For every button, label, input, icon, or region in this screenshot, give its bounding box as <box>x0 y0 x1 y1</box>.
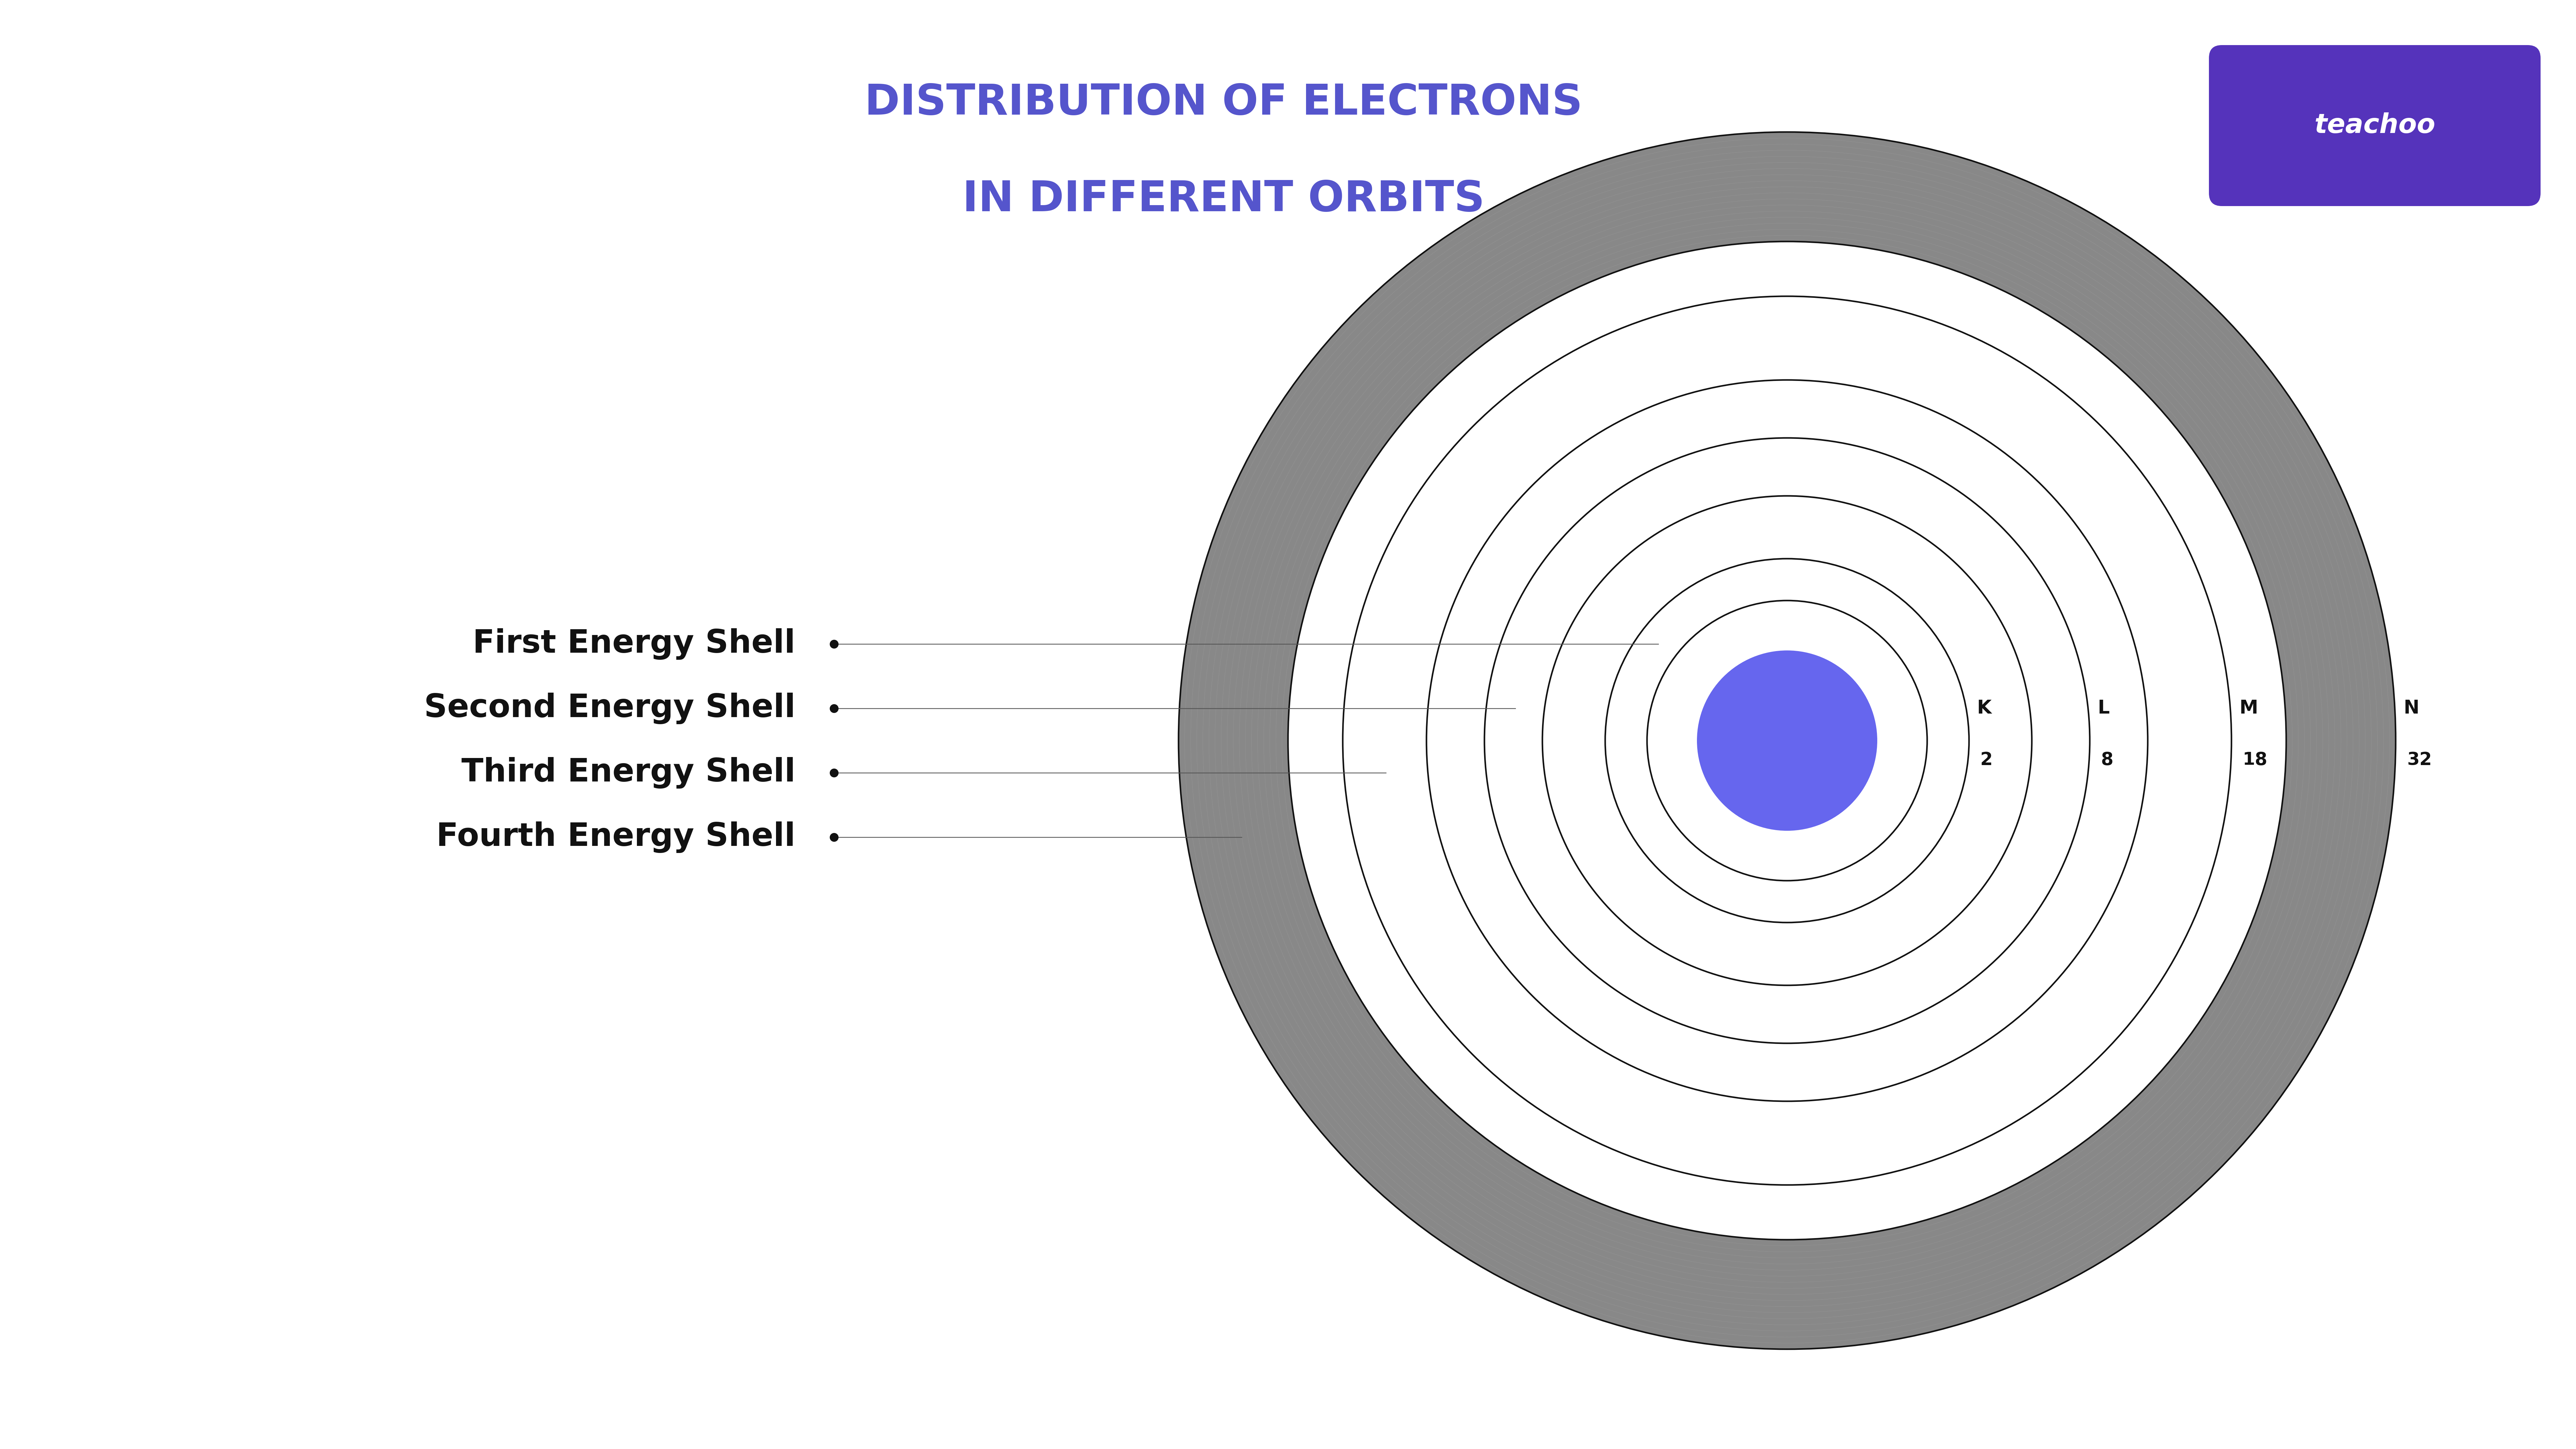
Text: teachoo: teachoo <box>2313 113 2434 139</box>
Text: M: M <box>2239 700 2259 717</box>
Circle shape <box>1543 496 2032 985</box>
Text: 18: 18 <box>2244 751 2267 768</box>
Point <box>814 697 855 720</box>
Circle shape <box>1605 559 1968 923</box>
Text: First Energy Shell: First Energy Shell <box>474 629 796 659</box>
Circle shape <box>1427 380 2148 1101</box>
Text: 8: 8 <box>2102 751 2112 768</box>
Text: 2: 2 <box>1981 751 1994 768</box>
Circle shape <box>1342 296 2231 1185</box>
Point <box>814 761 855 784</box>
Text: 32: 32 <box>2406 751 2432 768</box>
Circle shape <box>1288 242 2287 1240</box>
FancyBboxPatch shape <box>2210 45 2540 206</box>
Circle shape <box>1646 600 1927 881</box>
Circle shape <box>1484 438 2089 1043</box>
Text: Second Energy Shell: Second Energy Shell <box>425 693 796 724</box>
Text: DISTRIBUTION OF ELECTRONS: DISTRIBUTION OF ELECTRONS <box>866 83 1582 123</box>
Text: L: L <box>2097 700 2110 717</box>
Point <box>814 632 855 655</box>
Text: IN DIFFERENT ORBITS: IN DIFFERENT ORBITS <box>963 180 1484 220</box>
Text: K: K <box>1978 700 1991 717</box>
Text: N: N <box>2403 700 2419 717</box>
Circle shape <box>1180 132 2396 1349</box>
Text: Third Energy Shell: Third Energy Shell <box>461 756 796 788</box>
Point <box>814 826 855 849</box>
Text: Fourth Energy Shell: Fourth Energy Shell <box>435 822 796 853</box>
Circle shape <box>1698 651 1878 830</box>
